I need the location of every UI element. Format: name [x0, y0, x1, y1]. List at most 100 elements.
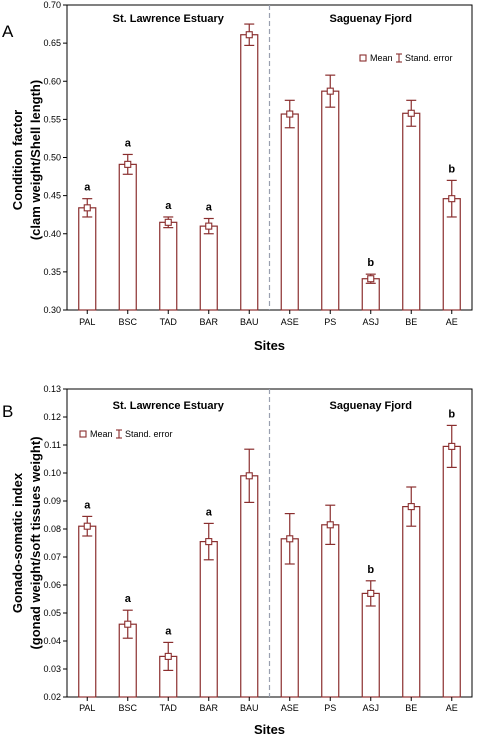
y-tick-label: 0.55 [43, 114, 61, 124]
significance-letter: b [367, 564, 374, 576]
region-label-saguenay: Saguenay Fjord [329, 400, 412, 412]
legend-mean-label: Mean [370, 53, 393, 63]
mean-marker [286, 535, 294, 543]
x-tick-label: ASJ [362, 703, 379, 713]
y-tick-label: 0.45 [43, 191, 61, 201]
y-tick-label: 0.40 [43, 229, 61, 239]
significance-letter: b [448, 408, 455, 420]
y-tick-label: 0.05 [43, 608, 61, 618]
x-tick-label: BAR [199, 703, 218, 713]
mean-marker [448, 442, 456, 450]
bar [280, 113, 299, 311]
significance-letter: a [125, 593, 132, 605]
mean-marker [286, 110, 294, 118]
region-label-st-lawrence: St. Lawrence Estuary [113, 13, 225, 25]
significance-letter: a [125, 137, 132, 149]
chart-panel-b: B 0.02 0.03 0.04 0.05 0.06 0.07 0.08 0.09 0.10 0.1… [2, 384, 473, 736]
mean-marker [245, 31, 253, 39]
legend-error-label: Stand. error [125, 429, 173, 439]
bar [442, 445, 461, 698]
y-axis-title: Gonado-somatic index [10, 472, 25, 613]
legend-mean-marker [79, 430, 87, 438]
bar [199, 540, 218, 698]
y-tick-label: 0.50 [43, 153, 61, 163]
mean-marker [407, 109, 415, 117]
x-tick-label: TAD [160, 703, 178, 713]
bar [402, 112, 421, 311]
y-tick-label: 0.65 [43, 38, 61, 48]
mean-marker [448, 195, 456, 203]
y-tick-label: 0.04 [43, 636, 61, 646]
x-tick-label: ASJ [362, 317, 379, 327]
mean-marker [83, 522, 91, 530]
legend-mean-marker [359, 54, 367, 62]
mean-marker [367, 589, 375, 597]
x-tick-label: BE [405, 703, 417, 713]
significance-letter: a [165, 625, 172, 637]
legend-mean-label: Mean [90, 429, 113, 439]
bar [402, 506, 421, 698]
bar [118, 163, 137, 311]
y-tick-label: 0.02 [43, 692, 61, 702]
x-axis-title: Sites [254, 338, 285, 353]
region-label-saguenay: Saguenay Fjord [329, 13, 412, 25]
mean-marker [326, 521, 334, 529]
y-axis-title: (gonad weight/soft tissues weight) [28, 436, 43, 649]
x-tick-label: PAL [79, 703, 95, 713]
x-tick-label: TAD [160, 317, 178, 327]
significance-letter: a [206, 202, 213, 214]
mean-marker [124, 620, 132, 628]
significance-letter: a [206, 506, 213, 518]
x-tick-label: PS [324, 317, 336, 327]
y-tick-label: 0.09 [43, 496, 61, 506]
x-tick-label: AE [446, 317, 458, 327]
mean-marker [326, 87, 334, 95]
x-tick-label: BAU [240, 703, 259, 713]
x-tick-label: ASE [281, 703, 299, 713]
y-tick-label: 0.13 [43, 384, 61, 394]
bar [159, 221, 178, 311]
panel-letter: B [2, 402, 13, 421]
bar [78, 207, 97, 311]
x-tick-label: ASE [281, 317, 299, 327]
y-tick-label: 0.11 [44, 440, 61, 450]
x-tick-label: BSC [118, 317, 137, 327]
y-tick-label: 0.12 [43, 412, 61, 422]
x-tick-label: BE [405, 317, 417, 327]
x-tick-label: BAU [240, 317, 259, 327]
chart-panel-a: A 0.30 0.35 0.40 0.45 0.50 0.55 0.60 0.65 0.70 Con… [2, 0, 473, 353]
bar [240, 475, 259, 698]
y-tick-label: 0.35 [43, 267, 61, 277]
y-axis-title: (clam weight/Shell length) [28, 80, 43, 240]
x-tick-label: BAR [199, 317, 218, 327]
panel-letter: A [2, 22, 14, 41]
significance-letter: a [84, 182, 91, 194]
bar [321, 90, 340, 311]
y-tick-label: 0.06 [43, 580, 61, 590]
y-tick-label: 0.08 [43, 524, 61, 534]
significance-letter: b [448, 163, 455, 175]
x-tick-label: PS [324, 703, 336, 713]
x-tick-label: PAL [79, 317, 95, 327]
mean-marker [205, 538, 213, 546]
bar [78, 525, 97, 698]
mean-marker [164, 652, 172, 660]
region-label-st-lawrence: St. Lawrence Estuary [113, 400, 225, 412]
y-tick-label: 0.03 [43, 664, 61, 674]
bar [240, 34, 259, 311]
y-tick-label: 0.07 [43, 552, 61, 562]
mean-marker [124, 160, 132, 168]
y-tick-label: 0.60 [43, 76, 61, 86]
y-tick-label: 0.10 [43, 468, 61, 478]
x-tick-label: BSC [118, 703, 137, 713]
significance-letter: a [165, 200, 172, 212]
mean-marker [83, 204, 91, 212]
mean-marker [367, 275, 375, 283]
y-tick-label: 0.30 [43, 305, 61, 315]
significance-letter: a [84, 499, 91, 511]
bar [321, 524, 340, 698]
bar [199, 225, 218, 311]
mean-marker [407, 503, 415, 511]
significance-letter: b [367, 257, 374, 269]
